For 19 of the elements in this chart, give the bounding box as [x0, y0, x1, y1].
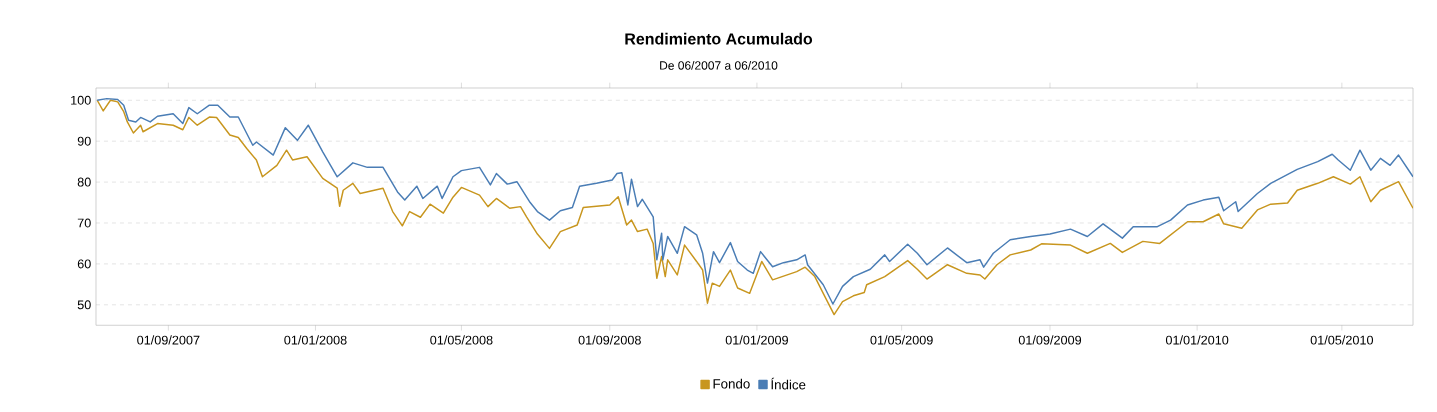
legend-label: Fondo: [713, 378, 750, 389]
x-tick-label: 01/01/2008: [284, 335, 347, 345]
y-tick-label: 100: [71, 95, 91, 105]
y-tick-label: 80: [77, 177, 91, 187]
y-tick-label: 90: [77, 136, 91, 146]
chart-subtitle: De 06/2007 a 06/2010: [660, 60, 778, 70]
x-tick-label: 01/09/2007: [137, 335, 200, 345]
y-tick-label: 60: [77, 259, 91, 269]
legend-label: Índice: [771, 377, 806, 390]
x-tick-label: 01/01/2010: [1165, 335, 1229, 345]
x-tick-label: 01/01/2009: [725, 335, 788, 345]
x-tick-label: 01/05/2008: [430, 335, 493, 345]
chart-title: Rendimiento Acumulado: [625, 32, 813, 45]
x-tick-label: 01/05/2009: [870, 335, 933, 345]
y-tick-label: 50: [77, 300, 91, 310]
x-tick-label: 01/09/2009: [1018, 335, 1082, 345]
x-tick-label: 01/05/2010: [1310, 335, 1374, 345]
y-tick-label: 70: [77, 218, 91, 228]
x-tick-label: 01/09/2008: [578, 335, 641, 345]
